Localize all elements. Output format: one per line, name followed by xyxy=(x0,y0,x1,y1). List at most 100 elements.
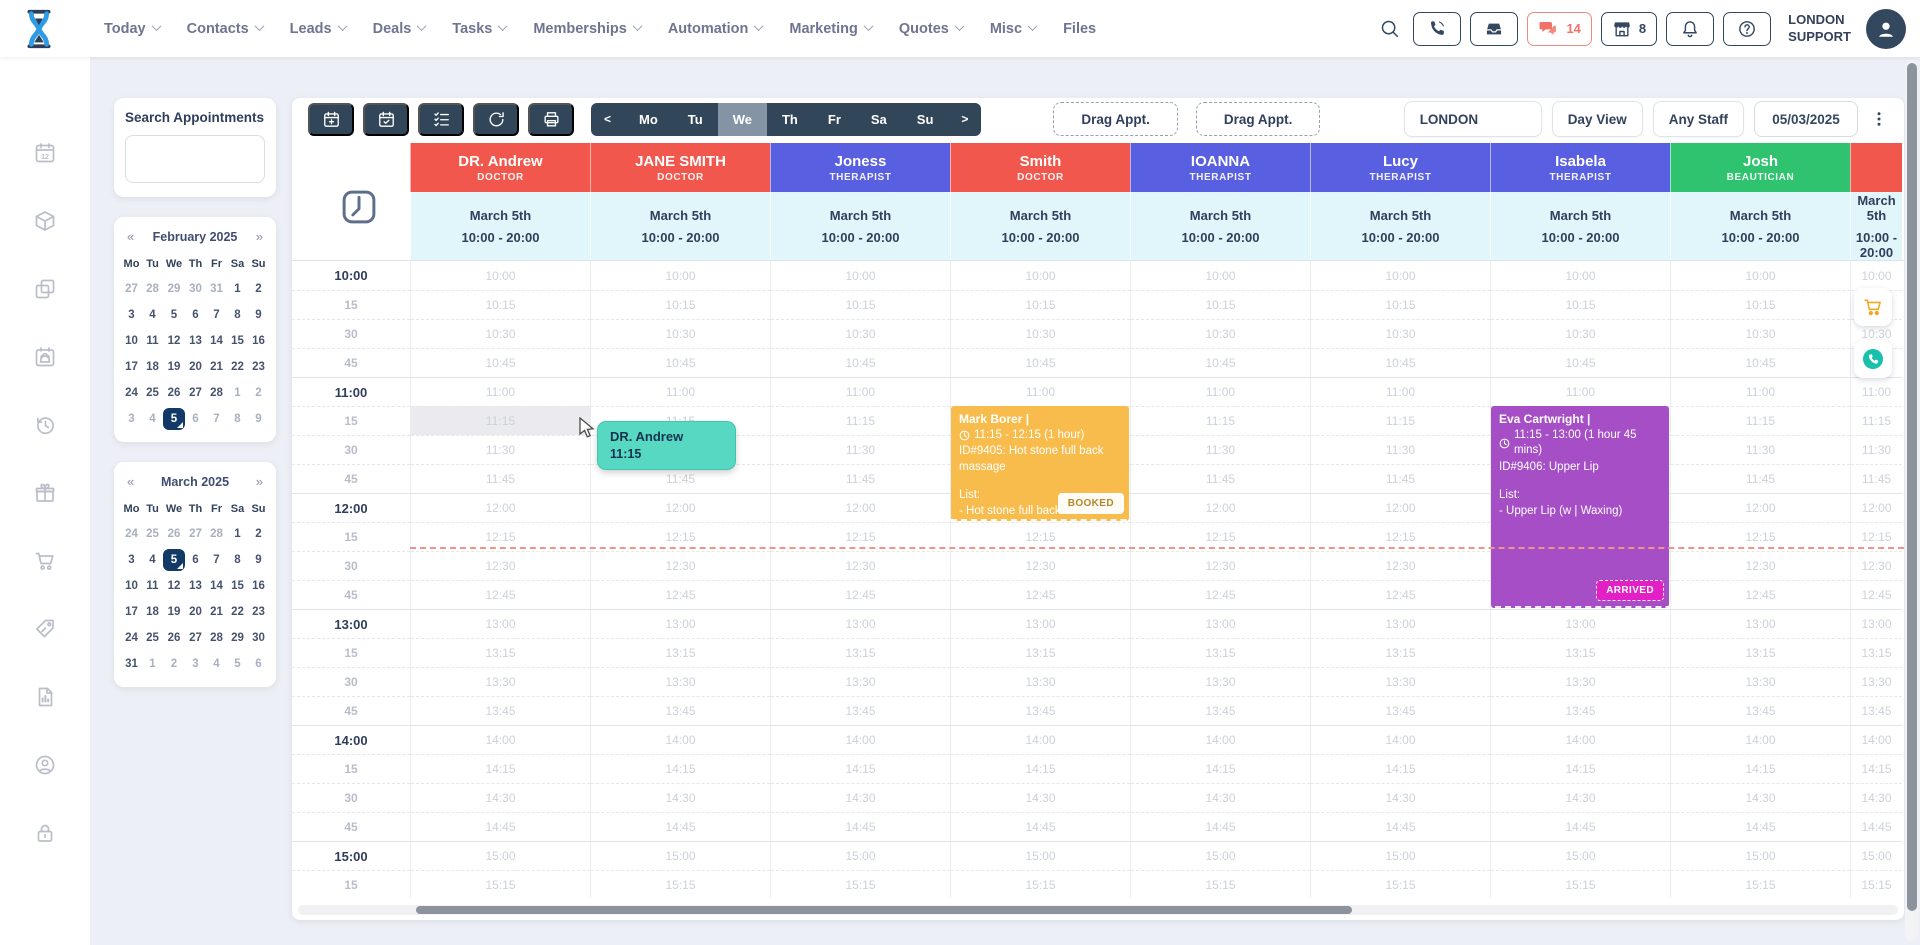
time-slot[interactable]: 14:45 xyxy=(1671,812,1850,841)
time-slot[interactable]: 12:45 xyxy=(591,580,770,609)
time-slot[interactable]: 15:00 xyxy=(1311,841,1490,870)
nav-item-marketing[interactable]: Marketing xyxy=(789,21,874,37)
user-avatar[interactable] xyxy=(1866,8,1906,49)
time-slot[interactable]: 14:45 xyxy=(411,812,590,841)
phone-button[interactable] xyxy=(1413,11,1462,46)
time-slot[interactable]: 11:30 xyxy=(1131,435,1310,464)
day-tab-we[interactable]: We xyxy=(717,102,767,136)
time-slot[interactable]: 10:30 xyxy=(1131,319,1310,348)
time-slot[interactable]: 11:00 xyxy=(1311,377,1490,406)
calendar-day[interactable]: 19 xyxy=(167,361,181,373)
time-slot[interactable]: 14:45 xyxy=(1851,812,1902,841)
calendar-day[interactable]: 5 xyxy=(163,406,185,432)
nav-item-automation[interactable]: Automation xyxy=(668,21,764,37)
floating-cart-button[interactable] xyxy=(1854,288,1892,326)
calendar-day[interactable]: 26 xyxy=(167,632,181,644)
calendar-day[interactable]: 2 xyxy=(170,658,178,670)
calendar-day[interactable]: 10 xyxy=(125,335,138,347)
time-slot[interactable]: 13:15 xyxy=(1851,638,1902,667)
time-slot[interactable]: 14:45 xyxy=(1311,812,1490,841)
time-slot[interactable]: 10:45 xyxy=(1311,348,1490,377)
time-slot[interactable]: 10:45 xyxy=(1131,348,1310,377)
time-slot[interactable]: 13:45 xyxy=(1491,696,1670,725)
calendar-day[interactable]: 3 xyxy=(128,413,135,425)
nav-item-quotes[interactable]: Quotes xyxy=(899,21,965,37)
calendar-day[interactable]: 22 xyxy=(231,361,244,373)
time-slot[interactable]: 15:00 xyxy=(591,841,770,870)
time-slot[interactable]: 14:30 xyxy=(591,783,770,812)
calendar-day[interactable]: 28 xyxy=(210,387,223,399)
time-slot[interactable]: 12:00 xyxy=(411,493,590,522)
staff-column-jane-smith[interactable]: JANE SMITH DOCTOR xyxy=(590,143,770,192)
time-slot[interactable]: 13:30 xyxy=(1851,667,1902,696)
sidebar-appointments-calendar-icon[interactable]: 12 xyxy=(33,141,57,165)
calendar-day[interactable]: 6 xyxy=(192,309,199,321)
day-tab-th[interactable]: Th xyxy=(781,111,798,127)
time-slot[interactable]: 10:15 xyxy=(1131,290,1310,319)
calendar-day[interactable]: 1 xyxy=(234,528,241,540)
time-slot[interactable]: 12:30 xyxy=(1131,551,1310,580)
staff-column-partial[interactable] xyxy=(1850,143,1902,192)
time-slot[interactable]: 10:00 xyxy=(1861,268,1892,283)
help-button[interactable] xyxy=(1723,11,1772,46)
sidebar-history-clock-icon[interactable] xyxy=(33,413,57,437)
time-slot[interactable]: 12:30 xyxy=(771,551,950,580)
inbox-button[interactable] xyxy=(1470,11,1519,46)
time-slot[interactable]: 10:15 xyxy=(411,290,590,319)
time-slot[interactable]: 13:30 xyxy=(1671,667,1850,696)
calendar-day[interactable]: 23 xyxy=(252,606,265,618)
time-slot[interactable]: 10:15 xyxy=(1311,290,1490,319)
time-slot[interactable]: 12:00 xyxy=(771,493,950,522)
time-slot[interactable]: 12:45 xyxy=(951,580,1130,609)
time-slot[interactable]: 10:30 xyxy=(951,319,1130,348)
time-slot[interactable]: 12:15 xyxy=(1671,522,1850,551)
time-slot[interactable]: 14:45 xyxy=(1131,812,1310,841)
time-slot[interactable]: 15:00 xyxy=(411,841,590,870)
time-slot[interactable]: 13:15 xyxy=(1311,638,1490,667)
time-slot[interactable]: 12:30 xyxy=(411,551,590,580)
time-slot[interactable]: 13:30 xyxy=(1491,667,1670,696)
day-tab-mo[interactable]: Mo xyxy=(639,111,658,127)
nav-item-files[interactable]: Files xyxy=(1063,21,1096,37)
time-slot[interactable]: 15:15 xyxy=(951,870,1130,898)
time-slot[interactable]: 11:00 xyxy=(1491,377,1670,406)
date-picker[interactable]: 05/03/2025 xyxy=(1754,101,1858,137)
prev-month-button[interactable]: « xyxy=(127,229,135,244)
time-slot[interactable]: 14:15 xyxy=(951,754,1130,783)
time-slot[interactable]: 10:15 xyxy=(591,290,770,319)
time-slot[interactable]: 13:00 xyxy=(1851,609,1902,638)
calendar-day[interactable]: 25 xyxy=(146,387,159,399)
time-slot[interactable]: 13:15 xyxy=(1671,638,1850,667)
calendar-day[interactable]: 2 xyxy=(255,387,262,399)
refresh-button[interactable] xyxy=(473,102,519,136)
horizontal-scrollbar-thumb[interactable] xyxy=(416,906,1352,914)
time-slot[interactable]: 14:00 xyxy=(951,725,1130,754)
time-slot[interactable]: 10:15 xyxy=(1491,290,1670,319)
time-slot[interactable]: 13:45 xyxy=(591,696,770,725)
time-slot[interactable]: 11:00 xyxy=(411,377,590,406)
drag-appt-button-2[interactable]: Drag Appt. xyxy=(1195,102,1321,136)
time-slot[interactable]: 10:00 xyxy=(1745,268,1776,283)
time-slot[interactable]: 13:15 xyxy=(1131,638,1310,667)
next-month-button[interactable]: » xyxy=(255,474,263,489)
time-slot[interactable]: 14:00 xyxy=(1131,725,1310,754)
calendar-day[interactable]: 8 xyxy=(234,554,241,566)
day-nav-next[interactable]: > xyxy=(961,112,969,126)
calendar-day[interactable]: 17 xyxy=(125,361,138,373)
time-slot[interactable]: 13:15 xyxy=(591,638,770,667)
nav-item-leads[interactable]: Leads xyxy=(290,21,348,37)
sidebar-lock-icon[interactable] xyxy=(33,821,57,845)
calendar-day[interactable]: 15 xyxy=(231,335,244,347)
time-slot[interactable]: 15:15 xyxy=(411,870,590,898)
time-slot[interactable]: 12:15 xyxy=(411,522,590,551)
nav-item-contacts[interactable]: Contacts xyxy=(187,21,265,37)
time-slot[interactable]: 14:45 xyxy=(591,812,770,841)
time-slot[interactable]: 15:00 xyxy=(951,841,1130,870)
time-slot[interactable]: 11:45 xyxy=(1671,464,1850,493)
filter-day-view[interactable]: Day View xyxy=(1551,101,1643,137)
time-slot[interactable]: 12:15 xyxy=(1851,522,1902,551)
time-slot[interactable]: 10:00 xyxy=(485,268,516,283)
time-slot[interactable]: 10:00 xyxy=(1385,268,1416,283)
time-slot[interactable]: 12:00 xyxy=(1311,493,1490,522)
time-slot[interactable]: 11:00 xyxy=(771,377,950,406)
